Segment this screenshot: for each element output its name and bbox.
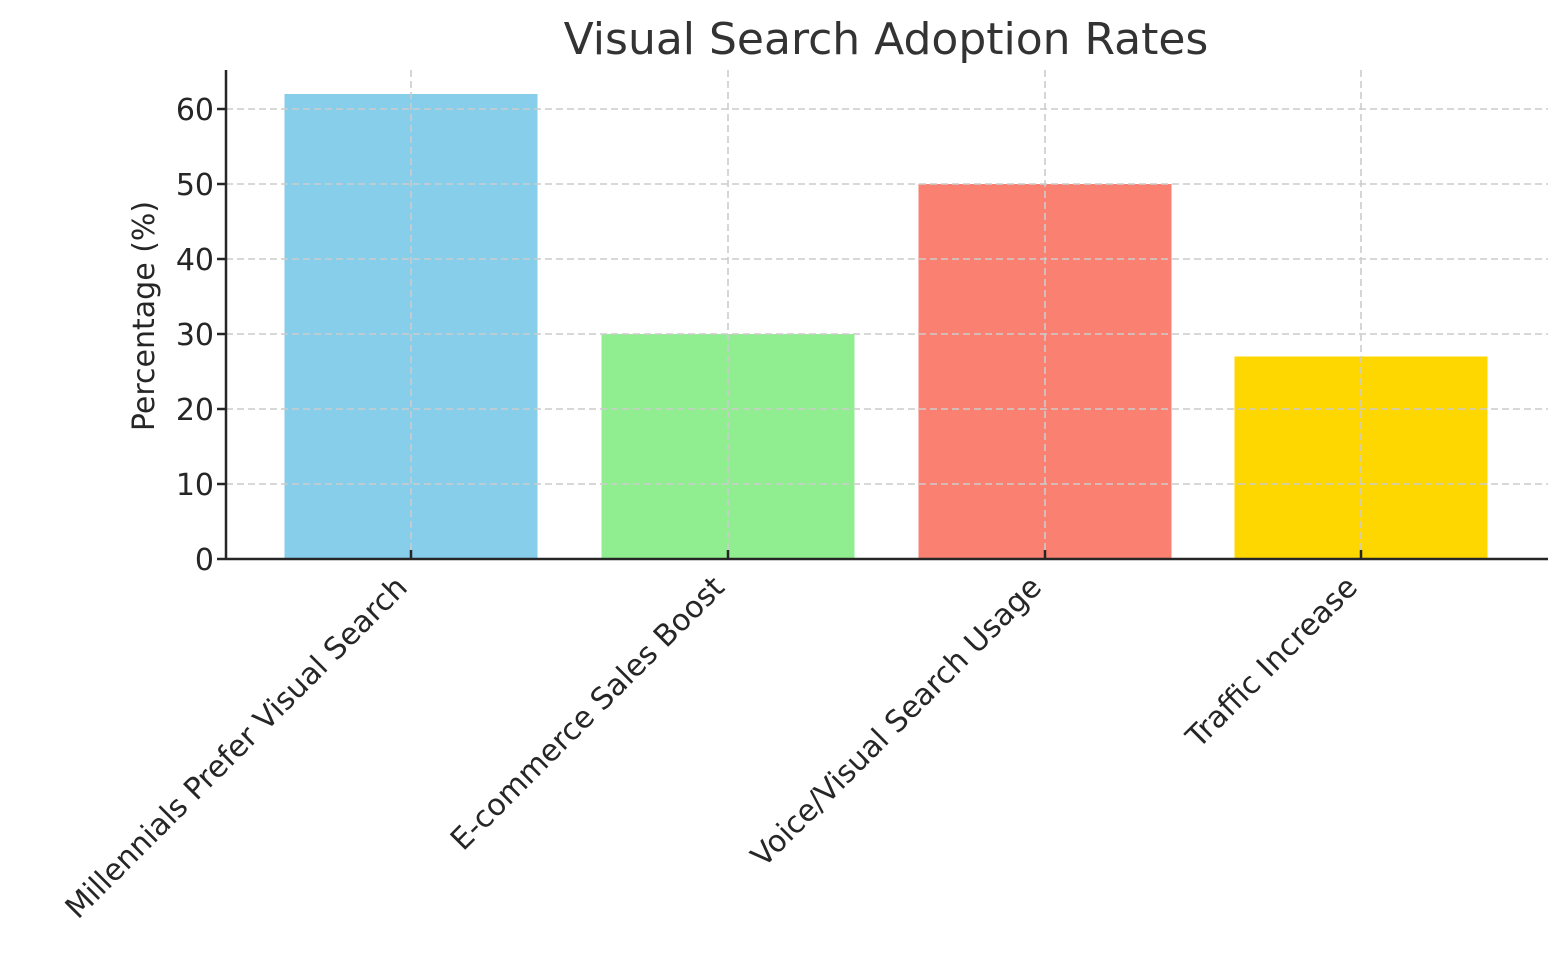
axes xyxy=(224,70,1548,561)
y-tick-label: 10 xyxy=(176,468,214,503)
bars xyxy=(284,94,1488,559)
y-tick-label: 40 xyxy=(176,243,214,278)
y-tick-label: 20 xyxy=(176,393,214,428)
x-tick-label: E-commerce Sales Boost xyxy=(444,570,732,858)
gridlines xyxy=(226,70,1548,559)
y-tick-labels: 0 10 20 30 40 50 60 xyxy=(176,93,226,578)
x-tick-labels: Millennials Prefer Visual Search E-commer… xyxy=(59,550,1365,926)
x-tick-label: Traffic Increase xyxy=(1179,570,1365,756)
y-axis-label: Percentage (%) xyxy=(127,201,162,431)
y-tick-label: 50 xyxy=(176,168,214,203)
y-tick-label: 60 xyxy=(176,93,214,128)
x-tick-label: Voice/Visual Search Usage xyxy=(745,570,1049,874)
x-tick-label: Millennials Prefer Visual Search xyxy=(59,570,415,926)
y-tick-label: 30 xyxy=(176,318,214,353)
y-tick-label: 0 xyxy=(195,543,214,578)
chart-title: Visual Search Adoption Rates xyxy=(564,14,1209,65)
